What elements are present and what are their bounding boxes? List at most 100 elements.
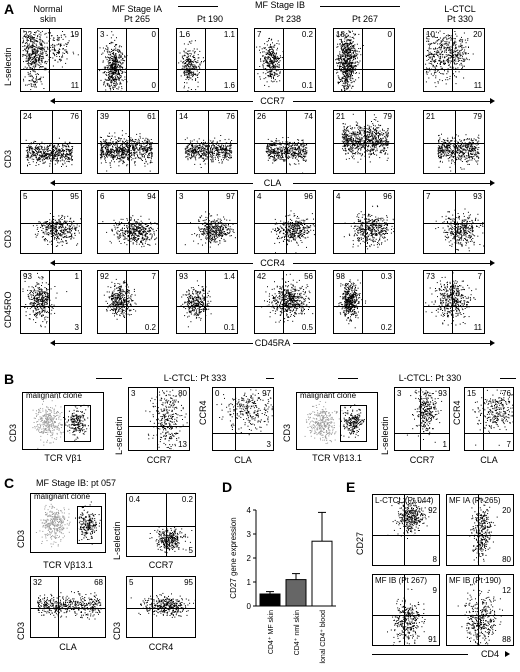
- axis-rule: [292, 263, 491, 264]
- quadrant-hline: [21, 143, 81, 144]
- quadrant-hline: [213, 433, 273, 434]
- quadrant-hline: [21, 306, 81, 307]
- quadrant-hline: [255, 143, 315, 144]
- flow-plot: 4 96: [333, 190, 395, 254]
- quadrant-value: 76: [70, 112, 79, 121]
- arrow-left: [50, 180, 55, 186]
- quadrant-hline: [21, 69, 81, 70]
- panel-letter-c: C: [4, 475, 15, 491]
- x-axis-label: CCR7: [146, 455, 172, 465]
- scatter-dots: [145, 389, 188, 450]
- category-label: L-CTCL clonal CD4⁺ blood: [320, 610, 327, 664]
- quadrant-value: 22: [23, 30, 32, 39]
- quadrant-value: 68: [94, 578, 103, 587]
- scatter-dots: [256, 37, 284, 88]
- quadrant-hline: [334, 69, 394, 70]
- flow-plot: 5 95: [126, 576, 196, 638]
- flow-plot: 10 20 11: [423, 28, 485, 92]
- flow-plot: 3 80 13: [128, 387, 190, 451]
- row-x-axis-label: CCR7: [260, 96, 285, 106]
- arrow-left: [50, 98, 55, 104]
- flow-plot: 7 0.2 0.1: [254, 28, 316, 92]
- quadrant-value: 73: [426, 272, 435, 281]
- quadrant-value: 3: [74, 323, 79, 332]
- quadrant-value: 1: [442, 440, 447, 449]
- axis-rule: [54, 343, 253, 344]
- row-x-axis-label: CLA: [263, 178, 282, 188]
- quadrant-value: 19: [70, 30, 79, 39]
- quadrant-hline: [98, 69, 158, 70]
- quadrant-value: 3: [100, 30, 105, 39]
- scatter-dots: [469, 497, 498, 565]
- quadrant-value: 76: [226, 112, 235, 121]
- quadrant-value: 97: [226, 192, 235, 201]
- quadrant-vline: [157, 388, 158, 450]
- quadrant-value: 98: [336, 272, 345, 281]
- quadrant-hline: [177, 143, 237, 144]
- quadrant-vline: [205, 271, 206, 333]
- quadrant-vline: [58, 577, 59, 637]
- quadrant-value: 7: [257, 30, 262, 39]
- x-axis-label: CLA: [59, 642, 77, 652]
- quadrant-value: 18: [336, 30, 345, 39]
- arrow-right: [505, 651, 510, 657]
- quadrant-value: 94: [147, 192, 156, 201]
- gating-plot: [296, 392, 378, 450]
- flow-plot: 21 79: [423, 110, 485, 174]
- quadrant-vline: [126, 29, 127, 91]
- arrow-left: [50, 260, 55, 266]
- quadrant-hline: [334, 143, 394, 144]
- panel-b-left-title: L-CTCL: Pt 333: [163, 373, 227, 383]
- e-y-axis-label: CD27: [355, 531, 365, 555]
- quadrant-value: 80: [178, 389, 187, 398]
- quadrant-hline: [373, 535, 439, 536]
- y-axis-label: CD3: [112, 621, 122, 640]
- arrow-right: [490, 180, 495, 186]
- quadrant-value: 0: [387, 30, 392, 39]
- flow-plot: 92 8 L-CTCL (Pt 044): [372, 494, 440, 566]
- quadrant-vline: [483, 388, 484, 450]
- col-header-text: MF Stage IA Pt 265: [111, 4, 163, 24]
- quadrant-value: 79: [383, 112, 392, 121]
- flow-plot: 15 76 7: [464, 387, 514, 451]
- y-axis-title: CD27 gene expression: [229, 517, 238, 598]
- quadrant-vline: [404, 575, 405, 645]
- quadrant-value: 0.2: [181, 495, 193, 504]
- quadrant-value: 1.1: [223, 30, 235, 39]
- col-header-mf-ia: MF Stage IA Pt 265: [92, 4, 182, 24]
- quadrant-hline: [177, 69, 237, 70]
- quadrant-value: 26: [257, 112, 266, 121]
- axis-rule: [54, 101, 253, 102]
- quadrant-value: 0: [151, 81, 156, 90]
- y-axis-label: CD3: [16, 621, 26, 640]
- arrow-right: [490, 260, 495, 266]
- quadrant-value: 76: [502, 389, 511, 398]
- arrow-left: [50, 340, 55, 346]
- row-x-axis-label: CD45RA: [254, 338, 291, 348]
- quadrant-value: 56: [304, 272, 313, 281]
- flow-plot: 32 68: [30, 576, 106, 638]
- quadrant-value: 13: [178, 440, 187, 449]
- quadrant-value: 11: [70, 81, 79, 90]
- group-rule-right: [320, 6, 400, 7]
- axis-rule: [292, 343, 491, 344]
- scatter-dots: [472, 389, 513, 446]
- quadrant-vline: [452, 271, 453, 333]
- y-axis-label: CCR4: [452, 400, 462, 425]
- quadrant-vline: [52, 191, 53, 253]
- quadrant-value: 20: [473, 30, 482, 39]
- quadrant-vline: [452, 29, 453, 91]
- panel-c-title: MF Stage IB: pt 057: [36, 478, 117, 488]
- quadrant-hline: [424, 143, 484, 144]
- col-header-normal-skin: Normal skin: [18, 4, 78, 24]
- y-tick-label: 4: [247, 506, 252, 515]
- col-header-pt238: Pt 238: [274, 14, 302, 24]
- category-label: CD4⁺ nml skin: [294, 610, 301, 655]
- scatter-dots: [341, 113, 390, 163]
- quadrant-vline: [362, 29, 363, 91]
- gating-plot: [22, 392, 104, 450]
- col-header-pt190: Pt 190: [196, 14, 224, 24]
- quadrant-value: 7: [151, 272, 156, 281]
- quadrant-vline: [235, 388, 236, 450]
- panel-letter-b: B: [4, 371, 15, 387]
